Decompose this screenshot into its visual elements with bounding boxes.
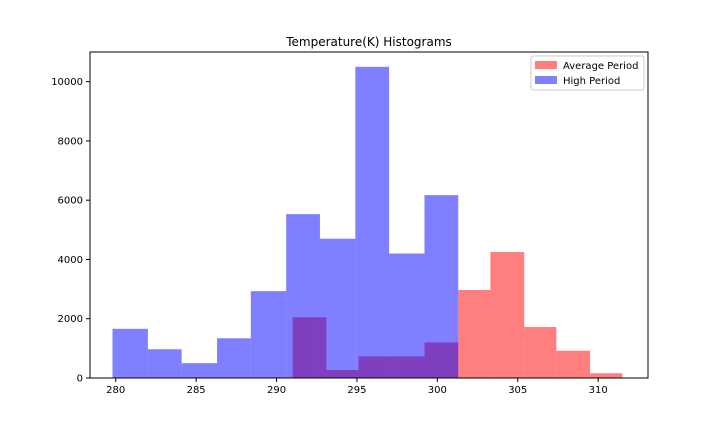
legend: Average Period High Period	[530, 55, 645, 91]
legend-label-high-period: High Period	[563, 76, 620, 87]
bar-high-period-8	[389, 253, 425, 378]
plot-frame	[89, 51, 649, 379]
x-tick-label-3: 295	[347, 385, 366, 396]
bar-average-period-8	[556, 350, 591, 378]
x-tick-label-2: 290	[267, 385, 286, 396]
x-tick-label-4: 300	[428, 385, 447, 396]
bar-high-period-1	[147, 349, 182, 378]
chart-title: Temperature(K) Histograms	[285, 35, 452, 49]
legend-label-average-period: Average Period	[563, 61, 638, 72]
bar-high-period-7	[355, 66, 390, 379]
y-tick-label-3: 6000	[58, 196, 83, 207]
bar-average-period-5	[458, 289, 491, 378]
y-axis: 0 2000 4000 6000 8000 10000	[51, 77, 90, 385]
bar-average-period-9	[590, 373, 623, 378]
bar-high-period-2	[181, 363, 218, 378]
bars-layer	[112, 66, 623, 379]
y-tick-label-1: 2000	[58, 314, 83, 325]
bar-high-period-0	[112, 328, 148, 378]
x-tick-label-6: 310	[589, 385, 608, 396]
bar-high-period-3	[217, 338, 251, 378]
bar-high-period-9	[424, 195, 459, 378]
bar-high-period-6	[319, 238, 356, 378]
x-tick-label-5: 305	[508, 385, 527, 396]
y-tick-label-0: 0	[77, 374, 83, 385]
bar-high-period-4	[250, 291, 287, 378]
y-tick-label-5: 10000	[51, 77, 83, 88]
y-tick-label-2: 4000	[58, 255, 83, 266]
bar-average-period-6	[490, 252, 525, 378]
x-tick-label-1: 285	[187, 385, 206, 396]
legend-box	[530, 55, 645, 91]
legend-swatch-average-period	[535, 61, 557, 69]
bar-average-period-7	[524, 327, 557, 378]
legend-swatch-high-period	[535, 76, 557, 84]
x-tick-label-0: 280	[106, 385, 125, 396]
y-tick-label-4: 8000	[58, 136, 83, 147]
bar-high-period-5	[286, 214, 320, 378]
x-axis: 280 285 290 295 300 305 310	[106, 378, 608, 396]
